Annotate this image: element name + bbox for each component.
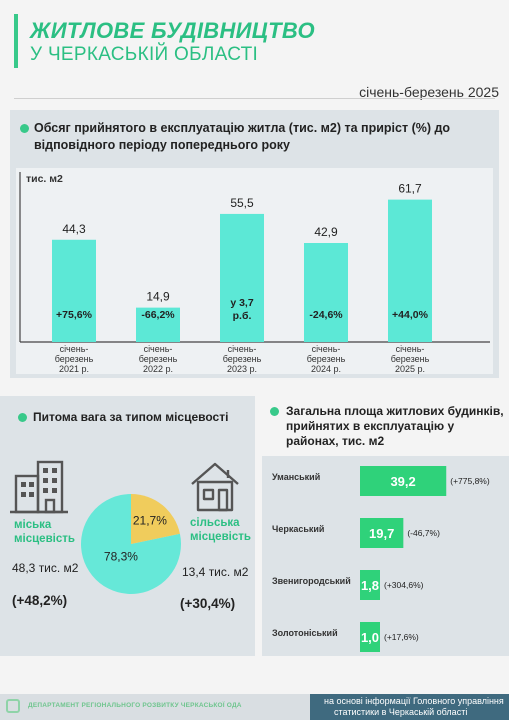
district-bar-value: 1,0 <box>361 630 379 645</box>
district-label: Звенигородський <box>272 576 351 586</box>
urban-label-line2: місцевість <box>14 533 75 545</box>
x-tick-label: січень- <box>312 344 341 354</box>
district-bar-value: 19,7 <box>369 526 394 541</box>
share-heading: Питома вага за типом місцевості <box>18 410 228 424</box>
bar-growth-label: у 3,7 <box>230 297 254 309</box>
district-growth-label: (-46,7%) <box>407 528 440 538</box>
districts-heading-text: Загальна площа житлових будинків, прийня… <box>286 404 504 448</box>
rural-label-line1: сільська <box>190 517 240 529</box>
district-growth-label: (+304,6%) <box>384 580 424 590</box>
page-title-line1: ЖИТЛОВЕ БУДІВНИЦТВО <box>30 18 315 43</box>
pie-slice-label: 78,3% <box>104 549 138 563</box>
bar-value-label: 14,9 <box>146 290 170 304</box>
x-tick-label: 2025 р. <box>395 364 425 374</box>
y-axis-label: тис. м2 <box>26 173 63 185</box>
footer: ДЕПАРТАМЕНТ РЕГІОНАЛЬНОГО РОЗВИТКУ ЧЕРКА… <box>0 694 509 720</box>
department-logo-icon <box>6 699 20 713</box>
title-accent-bar <box>14 14 18 68</box>
footer-source: на основі інформації Головного управлінн… <box>310 694 509 720</box>
x-tick-label: 2024 р. <box>311 364 341 374</box>
bullet-icon <box>20 124 29 133</box>
share-panel: Питома вага за типом місцевості <box>0 396 255 656</box>
bar-value-label: 55,5 <box>230 196 254 210</box>
x-tick-label: березень <box>307 354 346 364</box>
bar-value-label: 44,3 <box>62 222 86 236</box>
district-bar <box>360 622 380 652</box>
x-tick-label: 2021 р. <box>59 364 89 374</box>
x-tick-label: січень- <box>144 344 173 354</box>
footer-department-block: ДЕПАРТАМЕНТ РЕГІОНАЛЬНОГО РОЗВИТКУ ЧЕРКА… <box>0 694 310 720</box>
house-icon <box>191 462 239 512</box>
urban-label-line1: міська <box>14 519 52 531</box>
volume-heading: Обсяг прийнятого в експлуатацію житла (т… <box>20 120 490 154</box>
pie-slice-label: 21,7% <box>133 514 167 528</box>
bar <box>136 307 180 342</box>
x-tick-label: 2022 р. <box>143 364 173 374</box>
period-label: січень-березень 2025 <box>359 84 499 100</box>
rural-label-line2: місцевість <box>190 531 251 543</box>
bar-growth-label: -24,6% <box>309 309 343 321</box>
volume-panel: Обсяг прийнятого в експлуатацію житла (т… <box>10 110 499 378</box>
district-bar <box>360 570 380 600</box>
bar <box>388 199 432 342</box>
bar <box>52 239 96 342</box>
pie-slices: 78,3% 21,7% <box>80 494 181 594</box>
bar-growth-label: р.б. <box>233 310 252 322</box>
x-tick-label: березень <box>55 354 94 364</box>
districts-heading: Загальна площа житлових будинків, прийня… <box>270 404 506 449</box>
x-tick-label: 2023 р. <box>227 364 257 374</box>
bar-value-label: 61,7 <box>398 182 422 196</box>
x-tick-label: січень- <box>60 344 89 354</box>
footer-source-line1: на основі інформації Головного управлінн… <box>324 696 504 706</box>
x-tick-label: березень <box>391 354 430 364</box>
x-tick-label: січень- <box>396 344 425 354</box>
districts-panel: Загальна площа житлових будинків, прийня… <box>262 396 509 656</box>
share-heading-text: Питома вага за типом місцевості <box>33 410 229 424</box>
x-tick-label: березень <box>223 354 262 364</box>
bar-growth-label: +44,0% <box>392 309 429 321</box>
apartment-building-icon <box>10 460 68 514</box>
urban-value: 48,3 тис. м2 <box>12 561 79 575</box>
bar <box>220 213 264 342</box>
district-bar <box>360 518 404 548</box>
bar-growth-label: -66,2% <box>141 309 175 321</box>
footer-department: ДЕПАРТАМЕНТ РЕГІОНАЛЬНОГО РОЗВИТКУ ЧЕРКА… <box>28 702 242 709</box>
rural-change: (+30,4%) <box>180 596 235 611</box>
page-title-line2: У ЧЕРКАСЬКІЙ ОБЛАСТІ <box>30 44 259 65</box>
district-label: Уманський <box>272 472 320 482</box>
rural-value: 13,4 тис. м2 <box>182 565 249 579</box>
pie-slice <box>131 494 180 544</box>
district-bar-value: 39,2 <box>390 474 415 489</box>
footer-source-line2: статистики в Черкаській області <box>334 707 468 717</box>
bullet-icon <box>270 407 279 416</box>
share-pie-chart: міська місцевість сільська місцевість 78… <box>10 460 251 611</box>
district-label: Черкаський <box>272 524 324 534</box>
period-divider <box>14 98 495 99</box>
bar-value-label: 42,9 <box>314 225 338 239</box>
district-growth-label: (+17,6%) <box>384 632 419 642</box>
district-bar <box>360 466 447 496</box>
district-label: Золотоніський <box>272 628 338 638</box>
district-bar-value: 1,8 <box>361 578 379 593</box>
bar <box>304 243 348 342</box>
bullet-icon <box>18 413 27 422</box>
bar-growth-label: +75,6% <box>56 309 93 321</box>
x-tick-label: січень- <box>228 344 257 354</box>
volume-heading-text: Обсяг прийнятого в експлуатацію житла (т… <box>34 121 451 152</box>
district-growth-label: (+775,8%) <box>450 476 490 486</box>
urban-change: (+48,2%) <box>12 593 67 608</box>
districts-bar-chart: Уманський 39,2 (+775,8%) Черкаський 19,7 (-46… <box>272 466 490 652</box>
x-tick-label: березень <box>139 354 178 364</box>
